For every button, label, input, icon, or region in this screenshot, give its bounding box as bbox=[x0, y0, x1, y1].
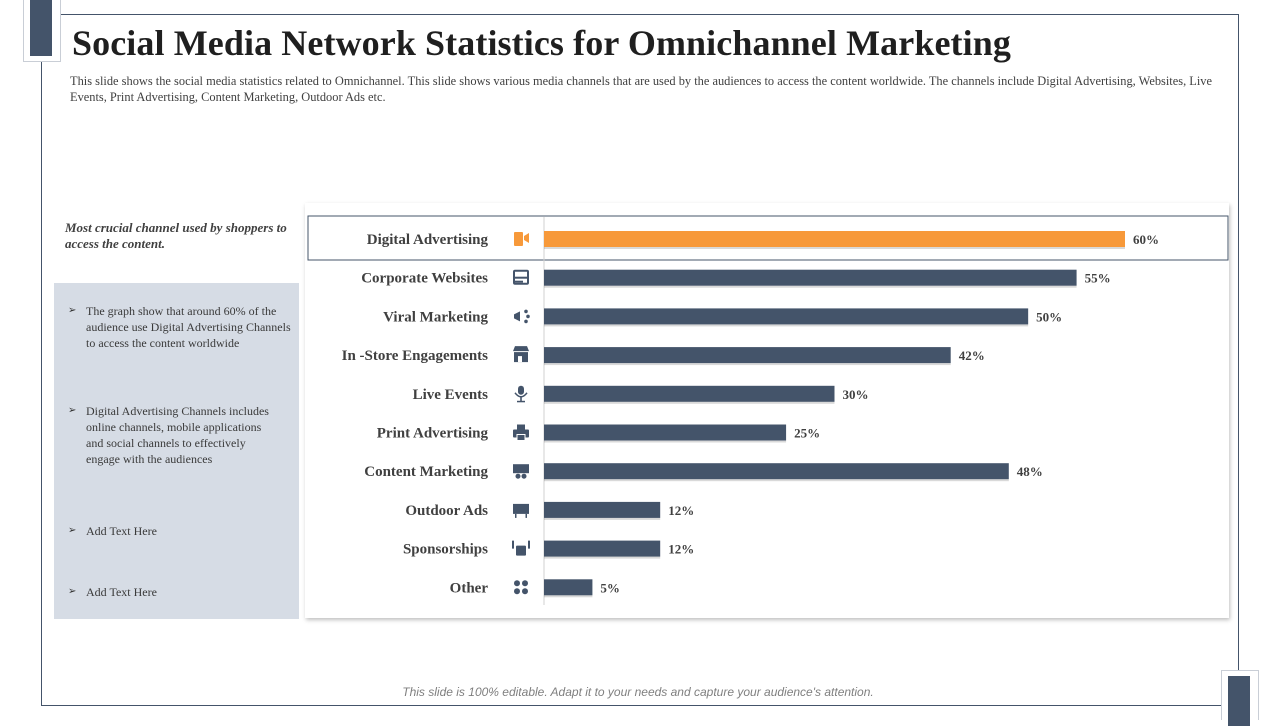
share-network-icon bbox=[514, 309, 530, 324]
bar bbox=[544, 463, 1009, 480]
note-text: Add Text Here bbox=[86, 585, 157, 599]
data-label: 60% bbox=[1133, 232, 1159, 247]
slide-description: This slide shows the social media statis… bbox=[70, 74, 1212, 104]
megaphone-screen-icon bbox=[514, 232, 529, 246]
note-text: Digital Advertising Channels includes on… bbox=[86, 404, 269, 466]
bar-shadow bbox=[544, 401, 835, 404]
bar-shadow bbox=[544, 324, 1029, 327]
storefront-icon bbox=[513, 346, 529, 363]
money-hand-icon bbox=[512, 540, 530, 556]
bullet-arrow-icon: ➢ bbox=[68, 586, 77, 597]
category-label: Content Marketing bbox=[364, 464, 488, 480]
bar-shadow bbox=[544, 285, 1077, 288]
note-item: ➢ Add Text Here bbox=[68, 523, 294, 539]
data-label: 48% bbox=[1017, 464, 1043, 479]
category-label: Print Advertising bbox=[377, 426, 489, 442]
highlight-row-frame bbox=[307, 215, 1229, 261]
bar bbox=[544, 347, 951, 364]
billboard-icon bbox=[513, 503, 529, 518]
bar bbox=[544, 540, 661, 557]
browser-window-icon bbox=[513, 269, 529, 285]
category-label: Other bbox=[450, 580, 489, 596]
presentation-board-icon bbox=[513, 464, 529, 479]
bar-shadow bbox=[544, 440, 787, 443]
category-label: Corporate Websites bbox=[361, 271, 488, 287]
bar-shadow bbox=[544, 363, 951, 366]
category-label: Digital Advertising bbox=[367, 232, 489, 248]
corner-tab-top-left bbox=[23, 0, 61, 62]
note-text: The graph show that around 60% of the au… bbox=[86, 304, 291, 350]
note-item: ➢ Add Text Here bbox=[68, 584, 294, 600]
category-label: Live Events bbox=[413, 387, 489, 403]
category-label: In -Store Engagements bbox=[342, 348, 489, 364]
category-label: Outdoor Ads bbox=[405, 503, 488, 519]
bar-shadow bbox=[544, 517, 661, 520]
sidebar-heading: Most crucial channel used by shoppers to… bbox=[65, 220, 287, 251]
data-label: 12% bbox=[668, 503, 694, 518]
slide-frame bbox=[41, 14, 1239, 706]
data-label: 55% bbox=[1085, 271, 1111, 286]
bullet-arrow-icon: ➢ bbox=[68, 525, 77, 536]
data-label: 25% bbox=[794, 426, 820, 441]
data-label: 5% bbox=[600, 580, 620, 595]
data-label: 42% bbox=[959, 348, 985, 363]
bar bbox=[544, 501, 661, 518]
notes-panel: ➢ The graph show that around 60% of the … bbox=[54, 283, 299, 619]
puzzle-network-icon bbox=[514, 580, 528, 595]
corner-tab-accent bbox=[1228, 676, 1250, 726]
microphone-icon bbox=[514, 385, 528, 403]
footer-note: This slide is 100% editable. Adapt it to… bbox=[402, 685, 874, 699]
bar-chart-svg: Digital Advertising 60% Corporate Websites… bbox=[307, 215, 1229, 605]
data-label: 30% bbox=[843, 387, 869, 402]
category-label: Viral Marketing bbox=[383, 309, 488, 325]
bullet-arrow-icon: ➢ bbox=[68, 405, 77, 416]
bar bbox=[544, 424, 787, 441]
data-label: 12% bbox=[668, 542, 694, 557]
bar-shadow bbox=[544, 556, 661, 559]
corner-tab-bottom-right bbox=[1221, 670, 1259, 726]
bar bbox=[544, 579, 593, 596]
printer-icon bbox=[513, 424, 529, 441]
bar bbox=[544, 308, 1029, 325]
data-label: 50% bbox=[1036, 309, 1062, 324]
bar-chart: Digital Advertising 60% Corporate Websites… bbox=[305, 203, 1229, 618]
bar bbox=[544, 269, 1077, 286]
note-item: ➢ Digital Advertising Channels includes … bbox=[68, 403, 278, 467]
corner-tab-accent bbox=[30, 0, 52, 56]
category-label: Sponsorships bbox=[403, 542, 488, 558]
page-title: Social Media Network Statistics for Omni… bbox=[72, 23, 1011, 63]
bullet-arrow-icon: ➢ bbox=[68, 305, 77, 316]
bar-shadow bbox=[544, 247, 1125, 249]
note-item: ➢ The graph show that around 60% of the … bbox=[68, 303, 294, 351]
note-text: Add Text Here bbox=[86, 524, 157, 538]
bar bbox=[544, 385, 835, 402]
bar-shadow bbox=[544, 479, 1009, 482]
bar-shadow bbox=[544, 595, 593, 598]
bar bbox=[544, 231, 1125, 247]
